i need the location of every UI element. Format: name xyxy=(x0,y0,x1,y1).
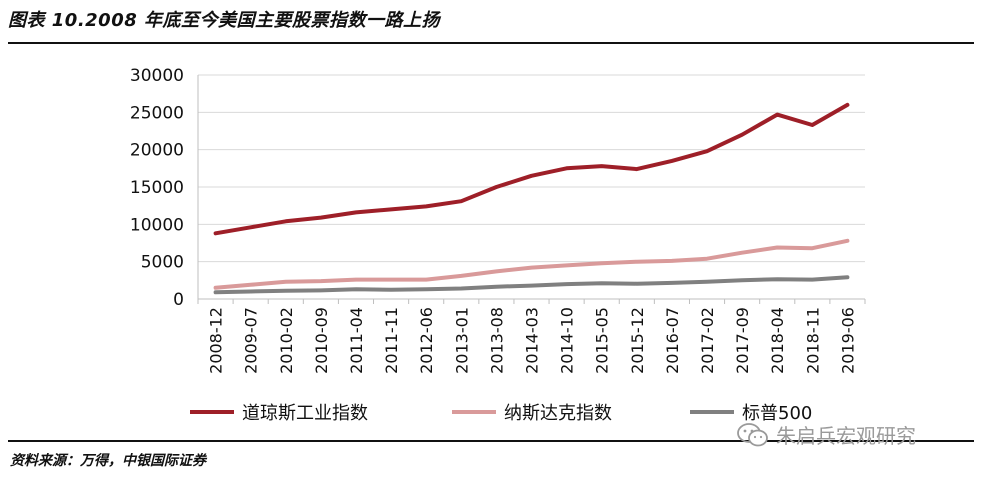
y-tick-label-0: 0 xyxy=(173,290,184,310)
x-axis-ticks: 2008-12 2009-07 2010-02 2010-09 2011-04 2011-… xyxy=(207,307,858,374)
x-tick-label-5: 2011-11 xyxy=(382,307,401,374)
x-tick-label-14: 2017-02 xyxy=(698,307,717,374)
y-tick-label-2: 10000 xyxy=(130,215,184,235)
wechat-icon xyxy=(737,422,768,446)
y-tick-label-3: 15000 xyxy=(130,178,184,198)
watermark-text: 朱启兵宏观研究 xyxy=(776,424,916,448)
gridlines xyxy=(198,74,865,263)
figure-title: 图表 10.2008 年底至今美国主要股票指数一路上扬 xyxy=(8,10,441,31)
y-tick-label-4: 20000 xyxy=(130,141,184,161)
x-tick-label-7: 2013-01 xyxy=(452,307,471,374)
x-tick-label-11: 2015-05 xyxy=(593,307,612,374)
x-tick-label-2: 2010-02 xyxy=(277,307,296,374)
watermark: 朱启兵宏观研究 xyxy=(736,420,916,449)
bottom-rule xyxy=(8,440,974,442)
x-tick-label-10: 2014-10 xyxy=(558,307,577,374)
y-tick-label-5: 25000 xyxy=(130,103,184,123)
x-tick-label-17: 2018-11 xyxy=(803,307,822,374)
legend-label-1: 纳斯达克指数 xyxy=(504,403,612,424)
source-note: 资料来源：万得，中银国际证券 xyxy=(10,453,206,469)
x-tick-label-4: 2011-04 xyxy=(347,307,366,374)
x-tick-label-6: 2012-06 xyxy=(417,307,436,374)
series-line-0 xyxy=(213,102,850,236)
x-tick-label-18: 2019-06 xyxy=(838,307,857,374)
y-tick-label-1: 5000 xyxy=(141,253,184,273)
series-line-1 xyxy=(213,238,850,290)
x-tick-label-0: 2008-12 xyxy=(207,307,226,374)
legend: 道琼斯工业指数 纳斯达克指数 标普500 xyxy=(190,403,812,424)
x-tick-label-1: 2009-07 xyxy=(242,307,261,374)
legend-label-2: 标普500 xyxy=(742,403,812,424)
series-lines xyxy=(213,102,850,295)
y-tick-label-6: 30000 xyxy=(130,66,184,86)
legend-label-0: 道琼斯工业指数 xyxy=(242,403,368,424)
y-axis-ticks: 0 5000 10000 15000 20000 25000 30000 xyxy=(130,66,184,310)
top-rule xyxy=(8,42,974,44)
x-tick-label-9: 2014-03 xyxy=(523,307,542,374)
x-tick-label-15: 2017-09 xyxy=(733,307,752,374)
axes xyxy=(197,75,866,304)
x-tick-label-8: 2013-08 xyxy=(487,307,506,374)
x-tick-label-12: 2015-12 xyxy=(628,307,647,374)
x-tick-label-16: 2018-04 xyxy=(768,307,787,374)
x-tick-label-3: 2010-09 xyxy=(312,307,331,374)
x-tick-label-13: 2016-07 xyxy=(663,307,682,374)
series-line-2 xyxy=(213,275,850,295)
